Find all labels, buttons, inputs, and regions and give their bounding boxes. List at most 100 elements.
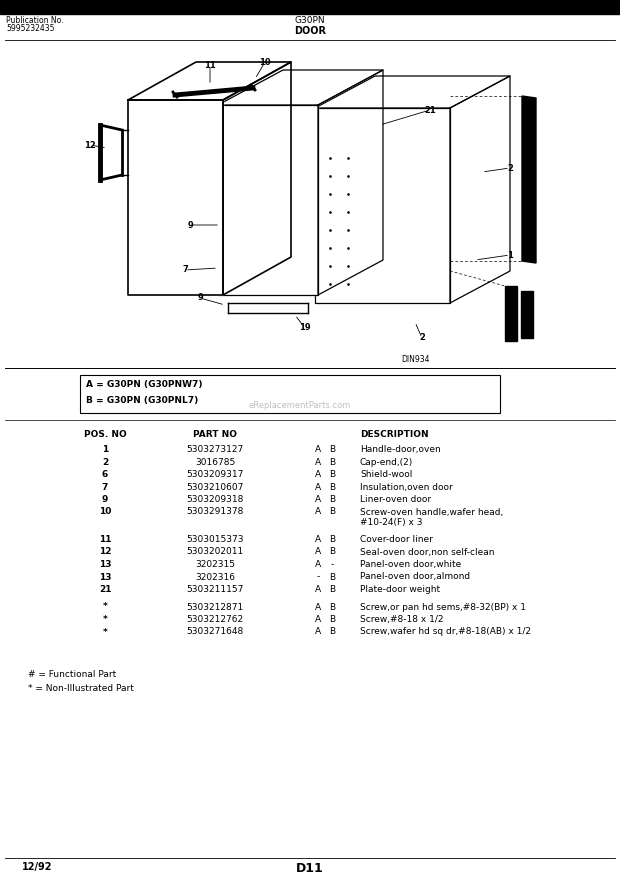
Text: Screw-oven handle,wafer head,: Screw-oven handle,wafer head, bbox=[360, 508, 503, 517]
Text: Panel-oven door,white: Panel-oven door,white bbox=[360, 560, 461, 569]
Text: Shield-wool: Shield-wool bbox=[360, 470, 412, 479]
Text: B: B bbox=[329, 602, 335, 611]
Text: G30PN: G30PN bbox=[294, 16, 326, 25]
Text: -: - bbox=[316, 572, 320, 581]
Text: -: - bbox=[330, 560, 334, 569]
Text: Screw,wafer hd sq dr,#8-18(AB) x 1/2: Screw,wafer hd sq dr,#8-18(AB) x 1/2 bbox=[360, 627, 531, 636]
Text: *: * bbox=[103, 627, 107, 636]
Text: 3016785: 3016785 bbox=[195, 457, 235, 467]
Text: 5995232435: 5995232435 bbox=[6, 24, 55, 33]
Text: DIN934: DIN934 bbox=[401, 355, 429, 364]
Text: D11: D11 bbox=[296, 862, 324, 875]
Text: 5303209317: 5303209317 bbox=[187, 470, 244, 479]
Text: 9: 9 bbox=[187, 221, 193, 229]
Text: 3202315: 3202315 bbox=[195, 560, 235, 569]
Text: 5303210607: 5303210607 bbox=[187, 483, 244, 492]
Text: B: B bbox=[329, 483, 335, 492]
Text: 9: 9 bbox=[197, 293, 203, 302]
Text: A: A bbox=[315, 508, 321, 517]
Text: B: B bbox=[329, 615, 335, 624]
Text: Cap-end,(2): Cap-end,(2) bbox=[360, 457, 414, 467]
Text: A: A bbox=[315, 560, 321, 569]
Text: Insulation,oven door: Insulation,oven door bbox=[360, 483, 453, 492]
Text: *: * bbox=[103, 602, 107, 611]
Text: 2: 2 bbox=[507, 164, 513, 173]
Text: 5303212762: 5303212762 bbox=[187, 615, 244, 624]
Text: 5303211157: 5303211157 bbox=[187, 585, 244, 594]
Text: B: B bbox=[329, 585, 335, 594]
Text: eReplacementParts.com: eReplacementParts.com bbox=[249, 400, 351, 409]
Text: *: * bbox=[103, 615, 107, 624]
Polygon shape bbox=[315, 76, 510, 108]
Text: 2: 2 bbox=[102, 457, 108, 467]
Text: 7: 7 bbox=[182, 266, 188, 275]
Text: B: B bbox=[329, 535, 335, 544]
Text: A: A bbox=[315, 483, 321, 492]
Text: 19: 19 bbox=[299, 323, 311, 332]
Text: Publication No.: Publication No. bbox=[6, 16, 63, 25]
Text: 5303202011: 5303202011 bbox=[187, 548, 244, 556]
Text: 11: 11 bbox=[99, 535, 111, 544]
Text: * = Non-Illustrated Part: * = Non-Illustrated Part bbox=[28, 684, 134, 693]
Polygon shape bbox=[315, 108, 450, 303]
Text: POS. NO: POS. NO bbox=[84, 430, 126, 439]
Text: A: A bbox=[315, 548, 321, 556]
Polygon shape bbox=[128, 62, 291, 100]
Text: 13: 13 bbox=[99, 572, 111, 581]
Text: 2: 2 bbox=[419, 333, 425, 343]
Text: Handle-door,oven: Handle-door,oven bbox=[360, 445, 441, 454]
Text: A: A bbox=[315, 457, 321, 467]
Text: #10-24(F) x 3: #10-24(F) x 3 bbox=[360, 517, 422, 526]
Text: A: A bbox=[315, 495, 321, 504]
Text: 10: 10 bbox=[259, 58, 271, 66]
Text: A: A bbox=[315, 602, 321, 611]
Text: A: A bbox=[315, 535, 321, 544]
Polygon shape bbox=[218, 105, 318, 295]
Polygon shape bbox=[128, 100, 223, 295]
Text: B: B bbox=[329, 548, 335, 556]
Text: 3202316: 3202316 bbox=[195, 572, 235, 581]
Polygon shape bbox=[521, 291, 533, 338]
Text: 13: 13 bbox=[99, 560, 111, 569]
Text: 5303212871: 5303212871 bbox=[187, 602, 244, 611]
Text: 7: 7 bbox=[102, 483, 108, 492]
Text: 10: 10 bbox=[99, 508, 111, 517]
Text: 12/92: 12/92 bbox=[22, 862, 53, 872]
Text: 5303291378: 5303291378 bbox=[187, 508, 244, 517]
Text: DESCRIPTION: DESCRIPTION bbox=[360, 430, 428, 439]
Text: B = G30PN (G30PNL7): B = G30PN (G30PNL7) bbox=[86, 396, 198, 405]
Text: 12: 12 bbox=[99, 548, 111, 556]
Text: 12: 12 bbox=[84, 141, 96, 150]
Text: Screw,or pan hd sems,#8-32(BP) x 1: Screw,or pan hd sems,#8-32(BP) x 1 bbox=[360, 602, 526, 611]
Text: B: B bbox=[329, 457, 335, 467]
Text: A: A bbox=[315, 470, 321, 479]
Text: 9: 9 bbox=[102, 495, 108, 504]
Polygon shape bbox=[522, 96, 536, 263]
Text: DOOR: DOOR bbox=[294, 26, 326, 36]
Text: 5303271648: 5303271648 bbox=[187, 627, 244, 636]
Text: A: A bbox=[315, 627, 321, 636]
Text: 5303209318: 5303209318 bbox=[187, 495, 244, 504]
Text: 1: 1 bbox=[507, 251, 513, 260]
Text: Screw,#8-18 x 1/2: Screw,#8-18 x 1/2 bbox=[360, 615, 443, 624]
Text: A: A bbox=[315, 615, 321, 624]
Bar bbox=[0, 0, 620, 14]
Text: A: A bbox=[315, 585, 321, 594]
Text: Liner-oven door: Liner-oven door bbox=[360, 495, 431, 504]
Text: B: B bbox=[329, 627, 335, 636]
Text: 5303015373: 5303015373 bbox=[186, 535, 244, 544]
Text: B: B bbox=[329, 495, 335, 504]
Polygon shape bbox=[218, 70, 383, 105]
Text: Cover-door liner: Cover-door liner bbox=[360, 535, 433, 544]
Text: B: B bbox=[329, 445, 335, 454]
Text: A = G30PN (G30PNW7): A = G30PN (G30PNW7) bbox=[86, 380, 203, 389]
Text: 11: 11 bbox=[204, 60, 216, 69]
Polygon shape bbox=[505, 286, 517, 341]
Text: PART NO: PART NO bbox=[193, 430, 237, 439]
Bar bbox=[80, 375, 500, 413]
Text: Panel-oven door,almond: Panel-oven door,almond bbox=[360, 572, 470, 581]
Text: B: B bbox=[329, 508, 335, 517]
Text: 21: 21 bbox=[424, 105, 436, 114]
Text: Plate-door weight: Plate-door weight bbox=[360, 585, 440, 594]
Text: 5303273127: 5303273127 bbox=[187, 445, 244, 454]
